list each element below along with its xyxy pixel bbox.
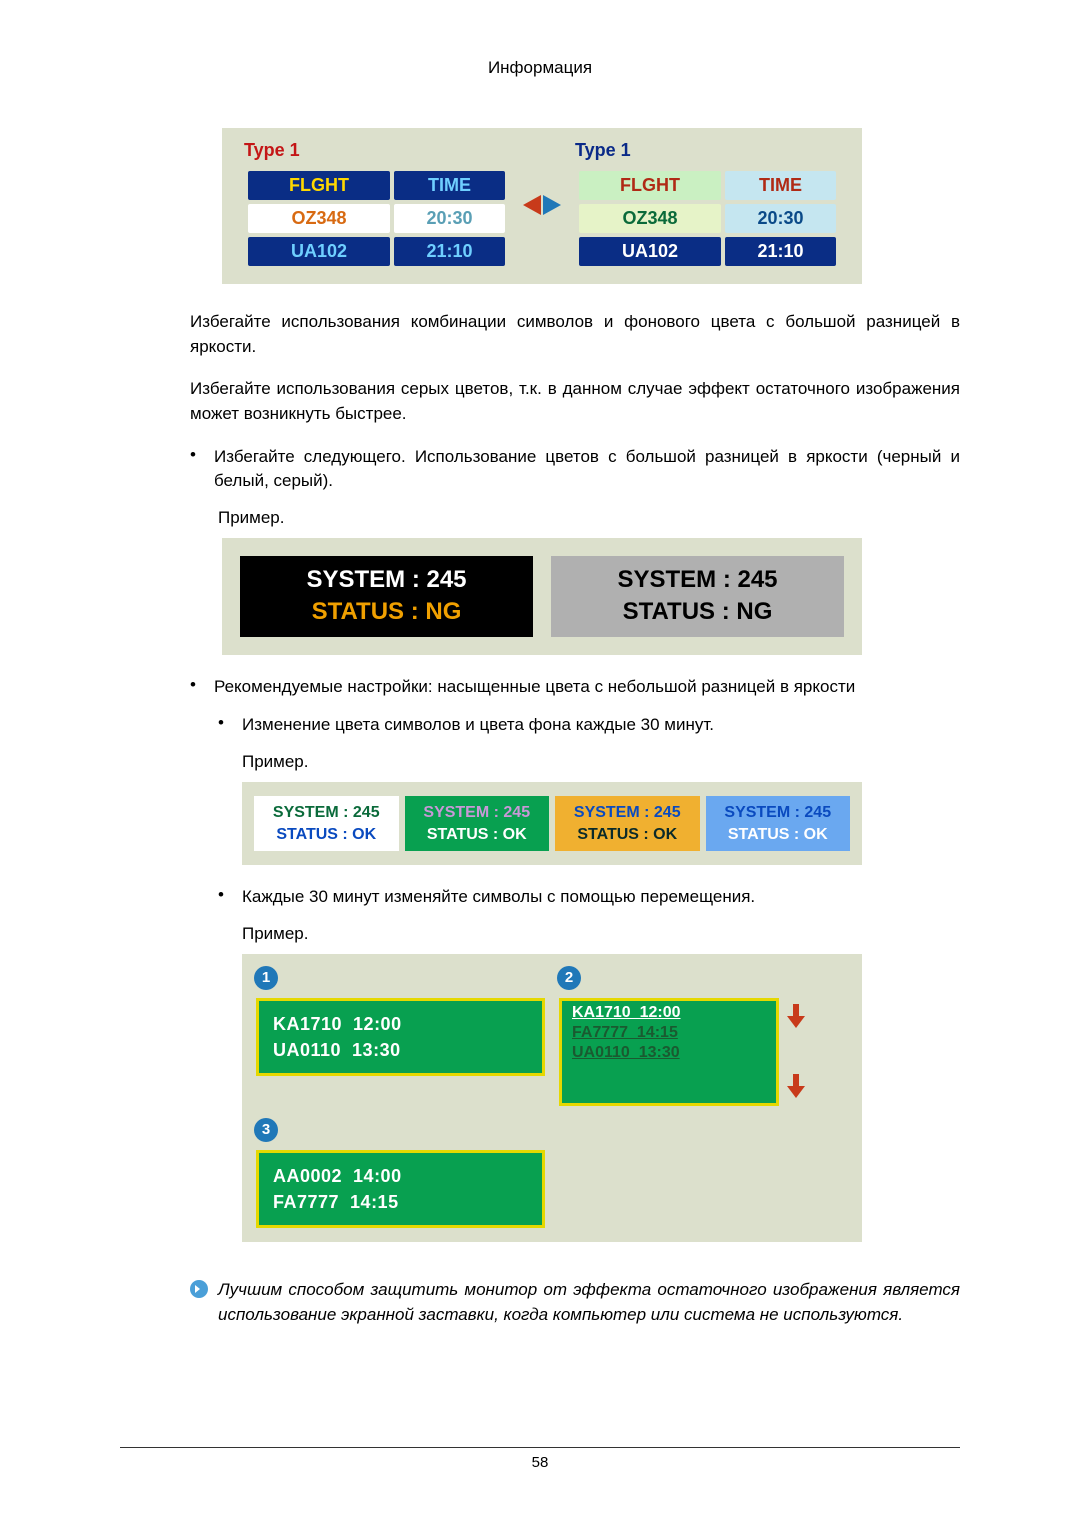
fig1-left-title: Type 1 [244, 140, 509, 161]
example-label: Пример. [242, 924, 960, 944]
panel-line: STATUS : OK [407, 824, 548, 846]
bullet-text: Каждые 30 минут изменяйте символы с помо… [242, 885, 960, 910]
green-panel: AA0002 14:00 FA7777 14:15 [256, 1150, 545, 1228]
fig3-panel: SYSTEM : 245 STATUS : OK [405, 796, 550, 851]
panel-row: AA0002 14:00 [273, 1163, 528, 1189]
table-cell: UA102 [579, 237, 721, 266]
figure-system-status: SYSTEM : 245 STATUS : NG SYSTEM : 245 ST… [222, 538, 862, 655]
bullet-icon: • [218, 885, 242, 910]
table-cell: 20:30 [725, 204, 836, 233]
table-cell: OZ348 [579, 204, 721, 233]
info-arrow-icon [190, 1280, 208, 1298]
panel-row: AA0002 14:00 [572, 998, 681, 1003]
panel-line: STATUS : OK [557, 824, 698, 846]
page-number: 58 [120, 1454, 960, 1471]
fig2-panel: SYSTEM : 245 STATUS : NG [240, 556, 533, 637]
table-cell: OZ348 [248, 204, 390, 233]
table-header: FLGHT [248, 171, 390, 200]
paragraph: Избегайте использования комбинации симво… [190, 310, 960, 359]
table-header: TIME [725, 171, 836, 200]
bullet-icon: • [218, 713, 242, 738]
table-header: FLGHT [579, 171, 721, 200]
fig3-panel: SYSTEM : 245 STATUS : OK [254, 796, 399, 851]
panel-line: SYSTEM : 245 [557, 802, 698, 824]
example-label: Пример. [242, 752, 960, 772]
fig3-panel: SYSTEM : 245 STATUS : OK [706, 796, 851, 851]
green-panel: KA1710 12:00 UA0110 13:30 [256, 998, 545, 1076]
table-cell: 21:10 [725, 237, 836, 266]
panel-line: SYSTEM : 245 [256, 802, 397, 824]
arrow-down-icon [787, 1074, 805, 1098]
paragraph: Избегайте использования серых цветов, т.… [190, 377, 960, 426]
footnote-text: Лучшим способом защитить монитор от эффе… [218, 1278, 960, 1327]
badge-number: 3 [254, 1118, 278, 1142]
panel-row: UA0110 13:30 [273, 1037, 528, 1063]
table-cell: UA102 [248, 237, 390, 266]
panel-line: SYSTEM : 245 [708, 802, 849, 824]
figure-four-panels: SYSTEM : 245 STATUS : OK SYSTEM : 245 ST… [242, 782, 862, 865]
fig3-panel: SYSTEM : 245 STATUS : OK [555, 796, 700, 851]
fig1-right-title: Type 1 [575, 140, 840, 161]
arrow-down-icon [787, 1004, 805, 1028]
bullet-icon: • [190, 675, 214, 700]
panel-row: UA0110 13:30 [572, 1043, 681, 1063]
fig1-left-table: FLGHT TIME OZ348 20:30 UA102 21:10 [244, 167, 509, 270]
bullet-text: Избегайте следующего. Использование цвет… [214, 445, 960, 494]
panel-line: SYSTEM : 245 [555, 564, 840, 596]
figure-movement: 1 KA1710 12:00 UA0110 13:30 2 AA0002 14:… [242, 954, 862, 1242]
panel-line: SYSTEM : 245 [407, 802, 548, 824]
page-header: Информация [120, 58, 960, 78]
panel-line: STATUS : OK [708, 824, 849, 846]
panel-line: STATUS : OK [256, 824, 397, 846]
badge-number: 1 [254, 966, 278, 990]
panel-row: KA1710 12:00 [273, 1011, 528, 1037]
panel-row: FA7777 14:15 [273, 1189, 528, 1215]
figure-flight-tables: Type 1 FLGHT TIME OZ348 20:30 UA102 21:1… [222, 128, 862, 284]
bullet-text: Рекомендуемые настройки: насыщенные цвет… [214, 675, 960, 700]
table-header: TIME [394, 171, 505, 200]
bullet-icon: • [190, 445, 214, 494]
table-cell: 20:30 [394, 204, 505, 233]
scroll-panel: AA0002 14:00 KA1710 12:00 FA7777 14:15 U… [559, 998, 779, 1106]
panel-line: STATUS : NG [555, 596, 840, 628]
panel-row: KA1710 12:00 [572, 1003, 681, 1023]
swap-arrows-icon [523, 195, 561, 215]
panel-line: STATUS : NG [244, 596, 529, 628]
panel-row: FA7777 14:15 [572, 1023, 681, 1043]
bullet-text: Изменение цвета символов и цвета фона ка… [242, 713, 960, 738]
fig2-panel: SYSTEM : 245 STATUS : NG [551, 556, 844, 637]
fig1-right-table: FLGHT TIME OZ348 20:30 UA102 21:10 [575, 167, 840, 270]
table-cell: 21:10 [394, 237, 505, 266]
example-label: Пример. [218, 508, 960, 528]
panel-line: SYSTEM : 245 [244, 564, 529, 596]
badge-number: 2 [557, 966, 581, 990]
